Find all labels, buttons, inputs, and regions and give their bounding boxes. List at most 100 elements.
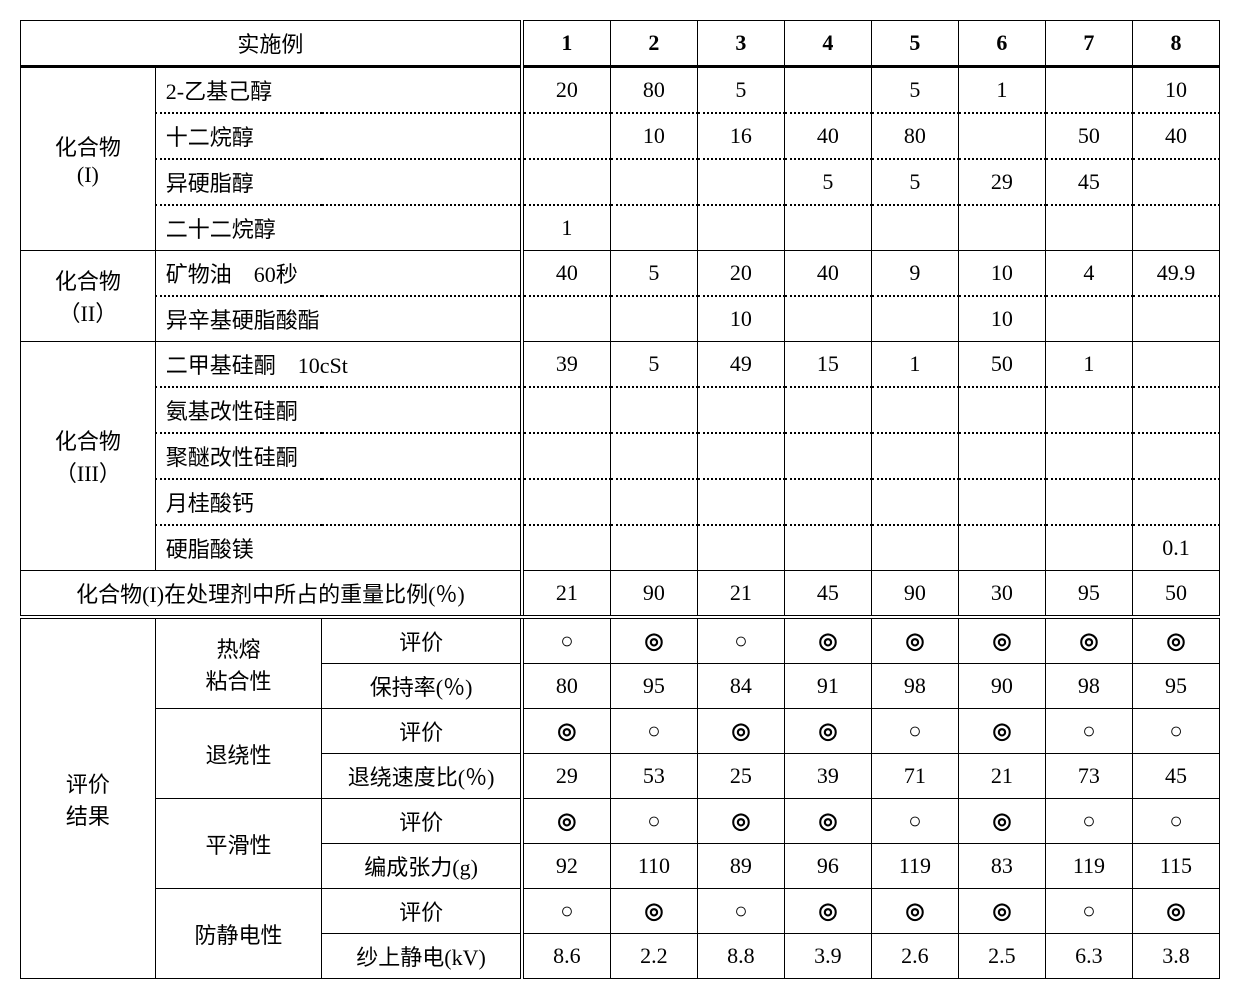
group-3-row-2-label: 聚醚改性硅酮 — [155, 433, 522, 479]
cell: ○ — [1045, 889, 1132, 934]
group-1-row-2-label: 异硬脂醇 — [155, 159, 522, 205]
cell: 50 — [958, 342, 1045, 388]
cell — [784, 387, 871, 433]
cell: 119 — [1045, 844, 1132, 889]
cell: 96 — [784, 844, 871, 889]
cell: ◎ — [784, 799, 871, 844]
cell: 50 — [1132, 571, 1219, 618]
cell: 83 — [958, 844, 1045, 889]
col-3: 3 — [697, 21, 784, 67]
group-1-row-1-label: 十二烷醇 — [155, 113, 522, 159]
cell: 40 — [784, 251, 871, 297]
cell: 80 — [522, 664, 611, 709]
cell: 2.6 — [871, 934, 958, 979]
cell: 5 — [610, 251, 697, 297]
cell: 8.6 — [522, 934, 611, 979]
cell: 30 — [958, 571, 1045, 618]
group-3-row-1-label: 氨基改性硅酮 — [155, 387, 522, 433]
cell: ◎ — [697, 799, 784, 844]
cell — [1045, 205, 1132, 251]
cell — [871, 296, 958, 342]
cell — [522, 387, 611, 433]
cell: 90 — [871, 571, 958, 618]
cell — [522, 525, 611, 571]
eval-sec-2-metric-0: 评价 — [322, 799, 522, 844]
col-4: 4 — [784, 21, 871, 67]
eval-sec-3-metric-0: 评价 — [322, 889, 522, 934]
group-2-row-1-label: 异辛基硬脂酸酯 — [155, 296, 522, 342]
cell — [610, 525, 697, 571]
cell — [784, 296, 871, 342]
cell: ◎ — [958, 799, 1045, 844]
cell — [871, 433, 958, 479]
cell — [958, 113, 1045, 159]
cell: 90 — [610, 571, 697, 618]
cell: 98 — [871, 664, 958, 709]
eval-sec-1-metric-0: 评价 — [322, 709, 522, 754]
eval-sec-3-label: 防静电性 — [155, 889, 322, 979]
group-1-row-0-label: 2-乙基己醇 — [155, 67, 522, 114]
cell: 20 — [697, 251, 784, 297]
table-row: 十二烷醇 10 16 40 80 50 40 — [21, 113, 1220, 159]
cell: 39 — [522, 342, 611, 388]
cell: ○ — [610, 799, 697, 844]
cell: 3.8 — [1132, 934, 1219, 979]
cell — [958, 205, 1045, 251]
cell — [1045, 67, 1132, 114]
cell: ○ — [1132, 709, 1219, 754]
cell: 6.3 — [1045, 934, 1132, 979]
cell: ◎ — [697, 709, 784, 754]
cell: 40 — [522, 251, 611, 297]
cell — [697, 205, 784, 251]
cell: 5 — [784, 159, 871, 205]
cell: 53 — [610, 754, 697, 799]
cell — [1045, 525, 1132, 571]
cell: ◎ — [1132, 889, 1219, 934]
cell — [871, 387, 958, 433]
eval-sec-0-metric-1: 保持率(％) — [322, 664, 522, 709]
cell: ○ — [522, 617, 611, 664]
col-6: 6 — [958, 21, 1045, 67]
cell — [958, 433, 1045, 479]
cell: 10 — [697, 296, 784, 342]
table-row: 二十二烷醇 1 — [21, 205, 1220, 251]
group-2-name: 化合物 （II） — [21, 251, 156, 342]
cell: 40 — [1132, 113, 1219, 159]
cell: 21 — [958, 754, 1045, 799]
cell — [697, 159, 784, 205]
group-1-row-3-label: 二十二烷醇 — [155, 205, 522, 251]
cell: ◎ — [784, 617, 871, 664]
cell — [784, 67, 871, 114]
cell: 5 — [871, 159, 958, 205]
col-1: 1 — [522, 21, 611, 67]
table-row: 聚醚改性硅酮 — [21, 433, 1220, 479]
cell: 92 — [522, 844, 611, 889]
cell: 8.8 — [697, 934, 784, 979]
cell — [1132, 296, 1219, 342]
eval-row: 退绕性 评价 ◎ ○ ◎ ◎ ○ ◎ ○ ○ — [21, 709, 1220, 754]
cell — [871, 525, 958, 571]
cell: 49 — [697, 342, 784, 388]
cell — [1045, 296, 1132, 342]
cell — [784, 479, 871, 525]
cell — [1045, 479, 1132, 525]
cell: ◎ — [522, 709, 611, 754]
cell: 80 — [610, 67, 697, 114]
group-3-row-4-label: 硬脂酸镁 — [155, 525, 522, 571]
cell: 39 — [784, 754, 871, 799]
cell — [522, 433, 611, 479]
col-2: 2 — [610, 21, 697, 67]
table-row: 硬脂酸镁 0.1 — [21, 525, 1220, 571]
cell: 5 — [697, 67, 784, 114]
cell: 0.1 — [1132, 525, 1219, 571]
cell — [871, 479, 958, 525]
cell: 73 — [1045, 754, 1132, 799]
header-label: 实施例 — [21, 21, 522, 67]
cell — [610, 433, 697, 479]
eval-row: 平滑性 评价 ◎ ○ ◎ ◎ ○ ◎ ○ ○ — [21, 799, 1220, 844]
cell: ◎ — [958, 709, 1045, 754]
table-row: 异辛基硬脂酸酯 10 10 — [21, 296, 1220, 342]
cell: 1 — [871, 342, 958, 388]
cell: 29 — [522, 754, 611, 799]
cell: 4 — [1045, 251, 1132, 297]
